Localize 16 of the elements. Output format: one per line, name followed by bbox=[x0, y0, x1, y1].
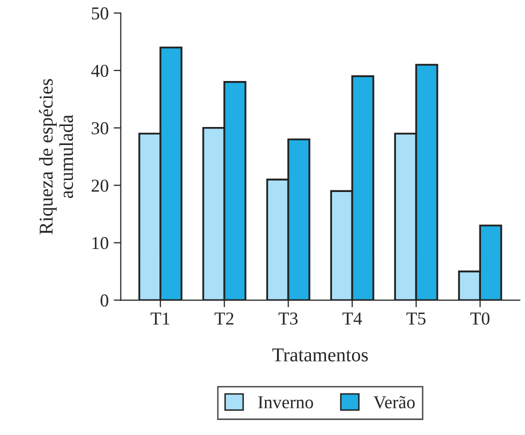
y-tick-label: 20 bbox=[92, 180, 108, 192]
y-tick-label: 30 bbox=[92, 122, 108, 134]
y-tick-label: 50 bbox=[92, 7, 108, 20]
x-tick-label: T2 bbox=[214, 312, 234, 324]
y-tick-label: 40 bbox=[91, 64, 108, 77]
y-tick-label: 0 bbox=[100, 294, 108, 307]
legend-label: Inverno bbox=[258, 396, 314, 408]
x-tick-label: T4 bbox=[342, 312, 362, 324]
x-tick-label: T1 bbox=[150, 312, 170, 324]
y-tick-label: 10 bbox=[92, 236, 108, 250]
x-tick-label: T5 bbox=[406, 312, 426, 325]
x-tick-label: T0 bbox=[470, 312, 490, 325]
legend-label: Verão bbox=[374, 396, 415, 408]
y-axis-title: Riqueza de espécies acumulada bbox=[39, 79, 74, 234]
x-axis-title: Tratamentos bbox=[272, 348, 368, 362]
x-tick-label: T3 bbox=[278, 312, 298, 325]
